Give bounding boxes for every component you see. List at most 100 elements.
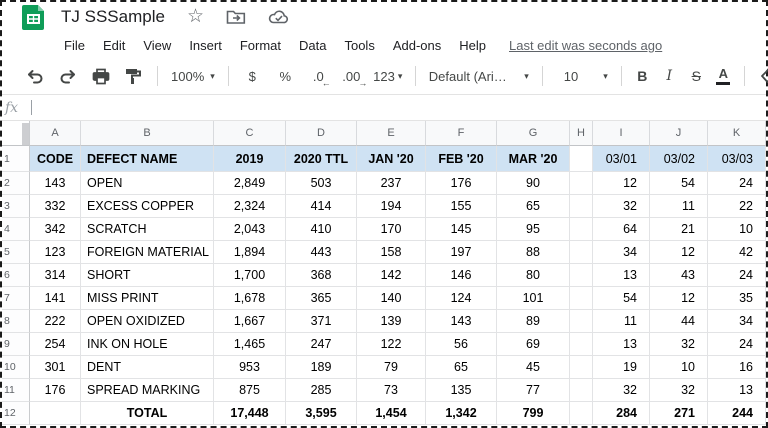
menu-item-add-ons[interactable]: Add-ons xyxy=(392,37,442,53)
cell-A10[interactable]: 301 xyxy=(30,356,81,379)
cell-H5[interactable] xyxy=(570,241,593,264)
cell-A11[interactable]: 176 xyxy=(30,379,81,402)
row-header-1[interactable]: 1 xyxy=(2,146,30,172)
cell-D5[interactable]: 443 xyxy=(286,241,357,264)
google-sheets-logo-icon[interactable] xyxy=(20,4,47,31)
cell-K2[interactable]: 24 xyxy=(708,172,766,195)
cell-A6[interactable]: 314 xyxy=(30,264,81,287)
cell-K1[interactable]: 03/03 xyxy=(708,146,766,172)
cell-F11[interactable]: 135 xyxy=(426,379,497,402)
cell-B3[interactable]: EXCESS COPPER xyxy=(81,195,214,218)
more-formats-button[interactable]: 123 ▾ xyxy=(368,63,408,89)
cell-J9[interactable]: 32 xyxy=(650,333,708,356)
column-header-F[interactable]: F xyxy=(426,121,497,146)
cell-D1[interactable]: 2020 TTL xyxy=(286,146,357,172)
cell-I8[interactable]: 11 xyxy=(593,310,650,333)
bold-button[interactable]: B xyxy=(629,63,656,89)
column-header-K[interactable]: K xyxy=(708,121,766,146)
column-header-D[interactable]: D xyxy=(286,121,357,146)
cell-D9[interactable]: 247 xyxy=(286,333,357,356)
cell-J1[interactable]: 03/02 xyxy=(650,146,708,172)
cell-E3[interactable]: 194 xyxy=(357,195,426,218)
cell-E2[interactable]: 237 xyxy=(357,172,426,195)
cell-F8[interactable]: 143 xyxy=(426,310,497,333)
menu-item-edit[interactable]: Edit xyxy=(102,37,126,53)
cell-E8[interactable]: 139 xyxy=(357,310,426,333)
cell-G9[interactable]: 69 xyxy=(497,333,570,356)
cell-A9[interactable]: 254 xyxy=(30,333,81,356)
cell-K10[interactable]: 16 xyxy=(708,356,766,379)
cell-I9[interactable]: 13 xyxy=(593,333,650,356)
cell-G4[interactable]: 95 xyxy=(497,218,570,241)
cell-H3[interactable] xyxy=(570,195,593,218)
cell-G7[interactable]: 101 xyxy=(497,287,570,310)
row-header-5[interactable]: 5 xyxy=(2,241,30,264)
cell-C5[interactable]: 1,894 xyxy=(214,241,286,264)
cell-H10[interactable] xyxy=(570,356,593,379)
cell-H12[interactable] xyxy=(570,402,593,425)
cell-J11[interactable]: 32 xyxy=(650,379,708,402)
cell-J8[interactable]: 44 xyxy=(650,310,708,333)
cell-G11[interactable]: 77 xyxy=(497,379,570,402)
cell-A7[interactable]: 141 xyxy=(30,287,81,310)
cell-K6[interactable]: 24 xyxy=(708,264,766,287)
zoom-select[interactable]: 100% ▾ xyxy=(165,63,221,89)
column-header-C[interactable]: C xyxy=(214,121,286,146)
cell-E6[interactable]: 142 xyxy=(357,264,426,287)
cell-B6[interactable]: SHORT xyxy=(81,264,214,287)
cell-F4[interactable]: 145 xyxy=(426,218,497,241)
cell-B9[interactable]: INK ON HOLE xyxy=(81,333,214,356)
cell-K12[interactable]: 244 xyxy=(708,402,766,425)
cell-A5[interactable]: 123 xyxy=(30,241,81,264)
cell-B7[interactable]: MISS PRINT xyxy=(81,287,214,310)
cell-I11[interactable]: 32 xyxy=(593,379,650,402)
cell-A8[interactable]: 222 xyxy=(30,310,81,333)
cell-H1[interactable] xyxy=(570,146,593,172)
cell-K11[interactable]: 13 xyxy=(708,379,766,402)
cell-D2[interactable]: 503 xyxy=(286,172,357,195)
cell-I4[interactable]: 64 xyxy=(593,218,650,241)
cell-H7[interactable] xyxy=(570,287,593,310)
cell-F2[interactable]: 176 xyxy=(426,172,497,195)
fill-color-button[interactable] xyxy=(752,63,768,89)
cell-I5[interactable]: 34 xyxy=(593,241,650,264)
cell-G2[interactable]: 90 xyxy=(497,172,570,195)
cell-C11[interactable]: 875 xyxy=(214,379,286,402)
last-edit-status[interactable]: Last edit was seconds ago xyxy=(509,37,663,53)
strikethrough-button[interactable]: S xyxy=(683,63,710,89)
row-header-2[interactable]: 2 xyxy=(2,172,30,195)
cell-K5[interactable]: 42 xyxy=(708,241,766,264)
cell-K3[interactable]: 22 xyxy=(708,195,766,218)
cell-B8[interactable]: OPEN OXIDIZED xyxy=(81,310,214,333)
menu-item-help[interactable]: Help xyxy=(459,37,486,53)
column-header-J[interactable]: J xyxy=(650,121,708,146)
cell-J12[interactable]: 271 xyxy=(650,402,708,425)
cell-E9[interactable]: 122 xyxy=(357,333,426,356)
row-header-8[interactable]: 8 xyxy=(2,310,30,333)
cell-E5[interactable]: 158 xyxy=(357,241,426,264)
row-header-10[interactable]: 10 xyxy=(2,356,30,379)
cell-G6[interactable]: 80 xyxy=(497,264,570,287)
menu-item-view[interactable]: View xyxy=(143,37,172,53)
cell-I12[interactable]: 284 xyxy=(593,402,650,425)
cell-E10[interactable]: 79 xyxy=(357,356,426,379)
cell-A3[interactable]: 332 xyxy=(30,195,81,218)
format-currency-button[interactable]: $ xyxy=(236,63,269,89)
cell-G3[interactable]: 65 xyxy=(497,195,570,218)
cell-A2[interactable]: 143 xyxy=(30,172,81,195)
cell-C10[interactable]: 953 xyxy=(214,356,286,379)
cell-F5[interactable]: 197 xyxy=(426,241,497,264)
increase-decimal-button[interactable]: .00 → xyxy=(335,63,368,89)
cell-F6[interactable]: 146 xyxy=(426,264,497,287)
font-family-select[interactable]: Default (Ari… ▾ xyxy=(423,63,535,89)
cloud-saved-icon[interactable] xyxy=(268,9,290,25)
cell-B1[interactable]: DEFECT NAME xyxy=(81,146,214,172)
cell-K4[interactable]: 10 xyxy=(708,218,766,241)
cell-I10[interactable]: 19 xyxy=(593,356,650,379)
cell-C3[interactable]: 2,324 xyxy=(214,195,286,218)
column-header-G[interactable]: G xyxy=(497,121,570,146)
cell-B2[interactable]: OPEN xyxy=(81,172,214,195)
cell-H4[interactable] xyxy=(570,218,593,241)
cell-G10[interactable]: 45 xyxy=(497,356,570,379)
cell-B10[interactable]: DENT xyxy=(81,356,214,379)
